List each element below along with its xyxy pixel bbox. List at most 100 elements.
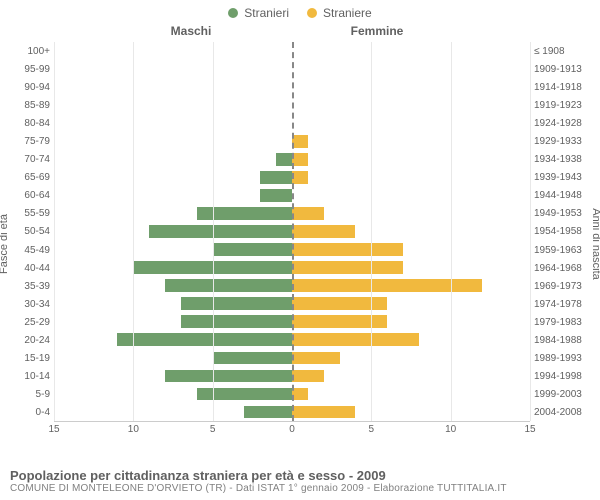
- chart-area: Fasce di età Anni di nascita Maschi Femm…: [0, 24, 600, 464]
- x-tick: 10: [128, 424, 139, 435]
- y-tick-birth: 1989-1993: [534, 350, 590, 368]
- grid-line: [133, 42, 134, 421]
- y-tick-age: 45-49: [10, 241, 50, 259]
- header-male: Maschi: [54, 24, 284, 42]
- y-tick-birth: ≤ 1908: [534, 42, 590, 60]
- y-tick-birth: 1979-1983: [534, 313, 590, 331]
- y-tick-age: 20-24: [10, 332, 50, 350]
- grid-line: [530, 42, 531, 421]
- x-tick: 0: [289, 424, 295, 435]
- bar-male: [260, 171, 292, 184]
- y-axis-title-left: Fasce di età: [0, 214, 10, 274]
- chart-legend: Stranieri Straniere: [0, 0, 600, 24]
- y-tick-age: 25-29: [10, 313, 50, 331]
- y-tick-birth: 1974-1978: [534, 295, 590, 313]
- y-tick-age: 85-89: [10, 96, 50, 114]
- y-tick-age: 65-69: [10, 169, 50, 187]
- legend-label-female: Straniere: [323, 6, 372, 20]
- bar-male: [276, 153, 292, 166]
- y-axis-title-right: Anni di nascita: [590, 208, 600, 280]
- y-tick-birth: 1939-1943: [534, 169, 590, 187]
- grid-line: [54, 42, 55, 421]
- y-tick-birth: 1954-1958: [534, 223, 590, 241]
- grid-line: [451, 42, 452, 421]
- x-axis: 15105051015: [54, 422, 530, 438]
- y-tick-birth: 1969-1973: [534, 277, 590, 295]
- y-tick-birth: 1959-1963: [534, 241, 590, 259]
- y-tick-birth: 1929-1933: [534, 132, 590, 150]
- bar-female: [292, 388, 308, 401]
- y-tick-birth: 1909-1913: [534, 60, 590, 78]
- y-tick-birth: 1944-1948: [534, 187, 590, 205]
- y-tick-age: 50-54: [10, 223, 50, 241]
- y-tick-age: 80-84: [10, 114, 50, 132]
- legend-item-male: Stranieri: [228, 6, 289, 20]
- bar-male: [149, 225, 292, 238]
- y-tick-birth: 1924-1928: [534, 114, 590, 132]
- y-tick-age: 75-79: [10, 132, 50, 150]
- y-axis-left: 100+95-9990-9485-8980-8475-7970-7465-696…: [10, 42, 54, 422]
- y-tick-birth: 1984-1988: [534, 332, 590, 350]
- chart-footer: Popolazione per cittadinanza straniera p…: [0, 464, 600, 500]
- y-tick-age: 90-94: [10, 78, 50, 96]
- y-tick-age: 5-9: [10, 386, 50, 404]
- chart-title: Popolazione per cittadinanza straniera p…: [10, 468, 590, 483]
- bar-male: [244, 406, 292, 419]
- chart-subtitle: COMUNE DI MONTELEONE D'ORVIETO (TR) - Da…: [10, 483, 590, 494]
- y-tick-age: 15-19: [10, 350, 50, 368]
- legend-label-male: Stranieri: [244, 6, 289, 20]
- y-tick-birth: 1999-2003: [534, 386, 590, 404]
- bar-female: [292, 135, 308, 148]
- y-tick-age: 95-99: [10, 60, 50, 78]
- bar-female: [292, 261, 403, 274]
- x-tick: 5: [210, 424, 216, 435]
- y-tick-birth: 1919-1923: [534, 96, 590, 114]
- y-tick-age: 30-34: [10, 295, 50, 313]
- bar-male: [260, 189, 292, 202]
- bar-female: [292, 243, 403, 256]
- bar-female: [292, 352, 340, 365]
- header-female: Femmine: [284, 24, 530, 42]
- grid-line: [371, 42, 372, 421]
- bar-female: [292, 315, 387, 328]
- y-tick-birth: 1934-1938: [534, 151, 590, 169]
- y-tick-age: 35-39: [10, 277, 50, 295]
- center-divider: [292, 42, 294, 421]
- y-axis-right: ≤ 19081909-19131914-19181919-19231924-19…: [530, 42, 590, 422]
- y-tick-age: 10-14: [10, 368, 50, 386]
- bar-male: [117, 333, 292, 346]
- y-tick-age: 70-74: [10, 151, 50, 169]
- bar-male: [213, 352, 292, 365]
- y-tick-birth: 1914-1918: [534, 78, 590, 96]
- y-tick-age: 0-4: [10, 404, 50, 422]
- bar-female: [292, 153, 308, 166]
- y-tick-age: 100+: [10, 42, 50, 60]
- bar-male: [165, 279, 292, 292]
- bar-male: [197, 388, 292, 401]
- bar-female: [292, 207, 324, 220]
- column-headers: Maschi Femmine: [10, 24, 590, 42]
- x-tick: 15: [48, 424, 59, 435]
- plot: 100+95-9990-9485-8980-8475-7970-7465-696…: [10, 42, 590, 422]
- y-tick-birth: 1964-1968: [534, 259, 590, 277]
- bar-male: [197, 207, 292, 220]
- grid-line: [213, 42, 214, 421]
- legend-swatch-female: [307, 8, 317, 18]
- y-tick-age: 40-44: [10, 259, 50, 277]
- bar-female: [292, 225, 355, 238]
- bar-male: [165, 370, 292, 383]
- legend-swatch-male: [228, 8, 238, 18]
- bar-male: [181, 297, 292, 310]
- y-tick-age: 55-59: [10, 205, 50, 223]
- y-tick-birth: 1994-1998: [534, 368, 590, 386]
- x-tick: 5: [369, 424, 375, 435]
- bar-female: [292, 370, 324, 383]
- x-tick: 15: [524, 424, 535, 435]
- legend-item-female: Straniere: [307, 6, 372, 20]
- bar-male: [181, 315, 292, 328]
- bar-female: [292, 279, 482, 292]
- bar-female: [292, 406, 355, 419]
- bar-female: [292, 171, 308, 184]
- grid-area: [54, 42, 530, 422]
- bar-female: [292, 297, 387, 310]
